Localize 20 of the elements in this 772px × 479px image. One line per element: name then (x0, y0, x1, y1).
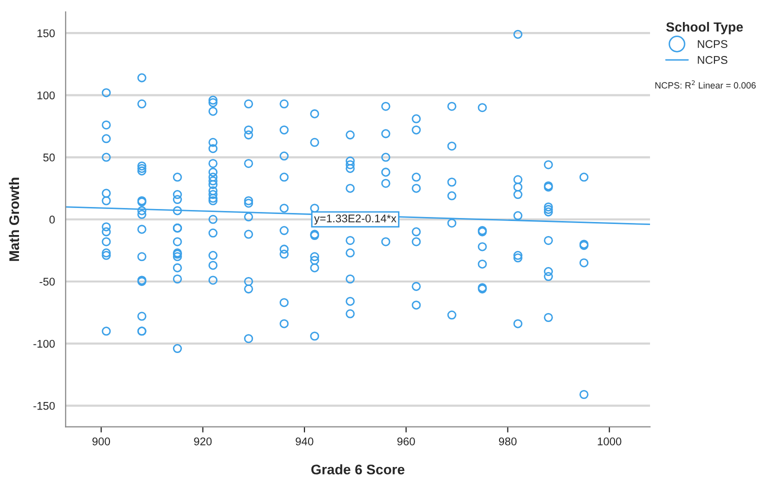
legend-label: NCPS (698, 56, 728, 64)
y-tick-label: 0 (49, 216, 55, 224)
y-tick-label: 100 (38, 91, 55, 100)
x-tick-label: 920 (194, 438, 212, 446)
y-axis-title: Math Growth (8, 178, 20, 261)
x-tick-label: 940 (296, 438, 314, 446)
annotation: y=1.33E2-0.14*x (314, 214, 396, 225)
y-tick-label: 150 (38, 29, 55, 38)
x-tick-label: 1000 (598, 438, 622, 446)
x-tick-label: 980 (498, 438, 517, 446)
y-tick-label: -100 (33, 340, 55, 348)
legend-title: School Type (666, 22, 743, 34)
x-tick-label: 960 (397, 438, 415, 446)
x-axis-title: Grade 6 Score (311, 464, 404, 474)
y-tick-label: -50 (40, 278, 55, 286)
y-tick-label: 50 (43, 154, 55, 162)
y-tick-label: -150 (33, 402, 55, 410)
text: NCPS: R$^{2}$ Linear = 0.006 (655, 80, 756, 89)
x-tick-label: 900 (92, 438, 110, 446)
legend-label: NCPS (698, 40, 728, 48)
